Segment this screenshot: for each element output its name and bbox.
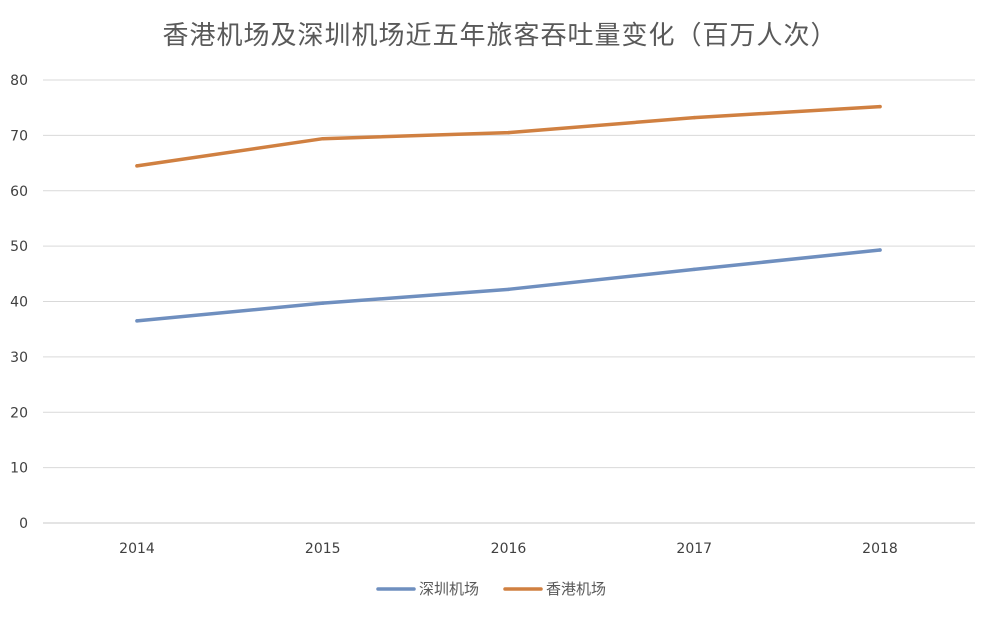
data-point-s1-2 bbox=[506, 130, 511, 135]
y-tick-label: 30 bbox=[10, 350, 28, 366]
gridlines bbox=[43, 79, 975, 524]
x-axis-ticks: 2014 2015 2016 2017 2018 bbox=[119, 541, 898, 557]
series-line-0 bbox=[135, 248, 882, 323]
chart-title: 香港机场及深圳机场近五年旅客吞吐量变化（百万人次） bbox=[162, 21, 837, 51]
data-point-s0-4 bbox=[878, 248, 882, 252]
x-tick-label: 2016 bbox=[491, 541, 527, 557]
series-lines bbox=[135, 104, 882, 323]
y-tick-label: 70 bbox=[10, 128, 28, 144]
data-point-s1-0 bbox=[135, 164, 139, 168]
y-tick-label: 50 bbox=[10, 239, 28, 255]
data-point-s1-4 bbox=[878, 104, 882, 109]
data-point-s0-2 bbox=[506, 287, 511, 292]
data-point-s0-3 bbox=[692, 267, 696, 272]
data-point-s1-3 bbox=[692, 115, 696, 120]
x-tick-label: 2015 bbox=[305, 541, 341, 557]
y-tick-label: 0 bbox=[19, 516, 28, 532]
y-axis-ticks: 0 10 20 30 40 50 60 70 80 bbox=[10, 73, 28, 532]
y-tick-label: 10 bbox=[10, 461, 28, 477]
y-tick-label: 60 bbox=[10, 184, 28, 200]
data-point-s1-1 bbox=[321, 136, 325, 141]
y-tick-label: 40 bbox=[10, 295, 28, 311]
x-tick-label: 2018 bbox=[862, 541, 898, 557]
y-tick-label: 20 bbox=[10, 405, 28, 421]
legend-label: 深圳机场 bbox=[419, 580, 479, 598]
legend-label: 香港机场 bbox=[546, 580, 606, 598]
y-tick-label: 80 bbox=[10, 73, 28, 89]
x-tick-label: 2017 bbox=[676, 541, 712, 557]
data-point-s0-0 bbox=[135, 319, 139, 323]
x-tick-label: 2014 bbox=[119, 541, 155, 557]
legend: 深圳机场 香港机场 bbox=[376, 580, 606, 598]
series-line-1 bbox=[135, 104, 882, 168]
data-point-s0-1 bbox=[321, 301, 325, 305]
